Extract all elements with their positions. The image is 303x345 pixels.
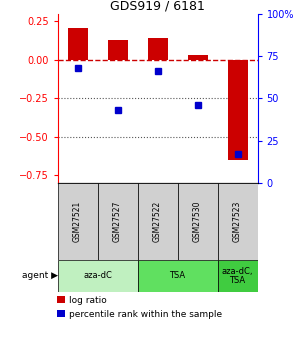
Bar [108, 40, 128, 60]
Text: TSA: TSA [169, 272, 186, 280]
Bar [138, 260, 218, 292]
Text: GSM27527: GSM27527 [113, 201, 122, 242]
Bar [98, 183, 138, 260]
Bar [228, 60, 248, 160]
Text: aza-dC,
TSA: aza-dC, TSA [222, 267, 253, 285]
Text: agent ▶: agent ▶ [22, 272, 58, 280]
Title: GDS919 / 6181: GDS919 / 6181 [110, 0, 205, 13]
Bar [68, 28, 88, 60]
Text: GSM27521: GSM27521 [73, 201, 82, 242]
Bar [218, 260, 258, 292]
Text: aza-dC: aza-dC [83, 272, 112, 280]
Text: GSM27523: GSM27523 [233, 201, 242, 242]
Bar [178, 183, 218, 260]
Bar [218, 183, 258, 260]
Bar [138, 183, 178, 260]
Bar [58, 183, 98, 260]
Text: GSM27522: GSM27522 [153, 201, 162, 242]
Bar [58, 260, 138, 292]
Bar [148, 38, 168, 60]
Bar [188, 55, 208, 60]
Legend: log ratio, percentile rank within the sample: log ratio, percentile rank within the sa… [57, 296, 222, 318]
Text: GSM27530: GSM27530 [193, 201, 202, 243]
